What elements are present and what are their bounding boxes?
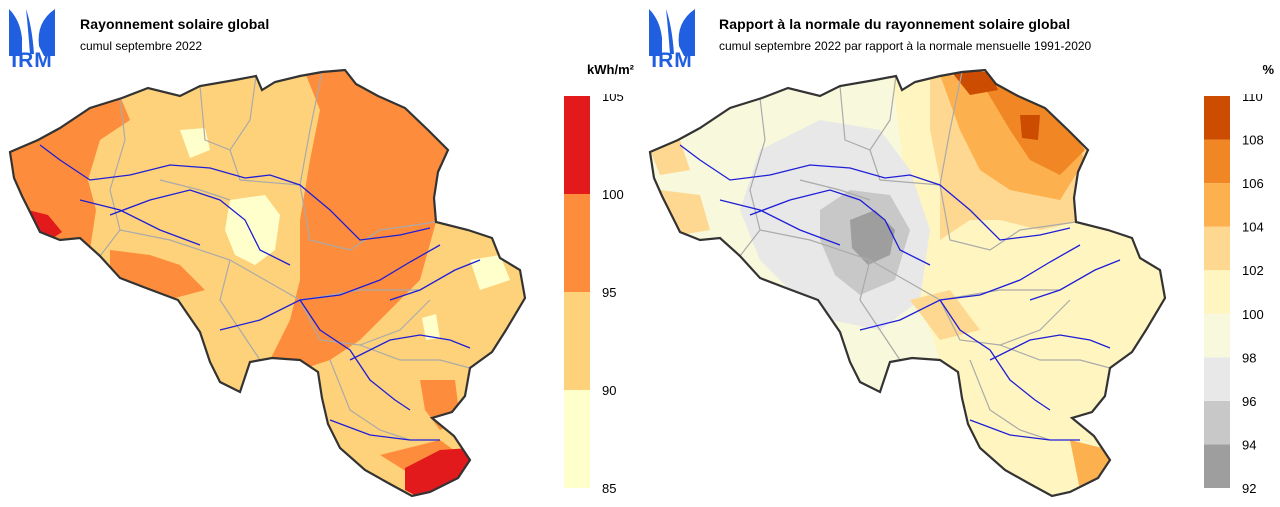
legend-label: 95 [602,285,616,300]
map-subtitle: cumul septembre 2022 par rapport à la no… [719,39,1092,53]
map-title: Rayonnement solaire global [80,16,270,32]
legend-bin [564,390,590,488]
legend-label: 90 [602,383,616,398]
legend-bin [1204,400,1230,445]
irm-logo [649,9,695,56]
legend-label: 100 [602,187,624,202]
legend-bin [1204,313,1230,358]
legend-bin [564,96,590,194]
legend-label: 100 [1242,307,1264,322]
legend-label: 94 [1242,437,1256,452]
legend-label: 108 [1242,133,1264,148]
legend-unit: kWh/m² [587,62,634,77]
color-legend: 105 100 95 90 85 [564,94,624,494]
legend-bin [1204,183,1230,227]
legend-unit: % [1262,62,1274,77]
map-title: Rapport à la normale du rayonnement sola… [719,16,1071,32]
belgium-ratio-map [648,68,1167,498]
legend-label: 96 [1242,394,1256,409]
legend-label: 98 [1242,350,1256,365]
legend-bin [1204,226,1230,271]
legend-label: 85 [602,481,616,494]
color-legend: 110 108 106 104 102 100 98 96 94 92 [1204,94,1264,494]
irm-logo-text: IRM [11,49,53,72]
irm-logo-text: IRM [651,49,693,72]
legend-label: 110 [1242,94,1263,104]
map-subtitle: cumul septembre 2022 [80,39,203,53]
legend-bin [1204,270,1230,314]
legend-bin [1204,357,1230,401]
legend-bin [564,194,590,292]
irm-logo [9,9,55,56]
belgium-map [8,68,527,498]
legend-label: 102 [1242,263,1264,278]
solar-radiation-panel: IRM Rayonnement solaire global cumul sep… [8,9,634,498]
legend-label: 104 [1242,220,1264,235]
legend-label: 92 [1242,481,1256,494]
legend-bin [1204,139,1230,184]
legend-label: 106 [1242,176,1264,191]
legend-bin [1204,96,1230,140]
legend-label: 105 [602,94,624,104]
legend-bin [564,292,590,390]
solar-radiation-ratio-panel: IRM Rapport à la normale du rayonnement … [640,0,1280,507]
legend-bin [1204,444,1230,488]
